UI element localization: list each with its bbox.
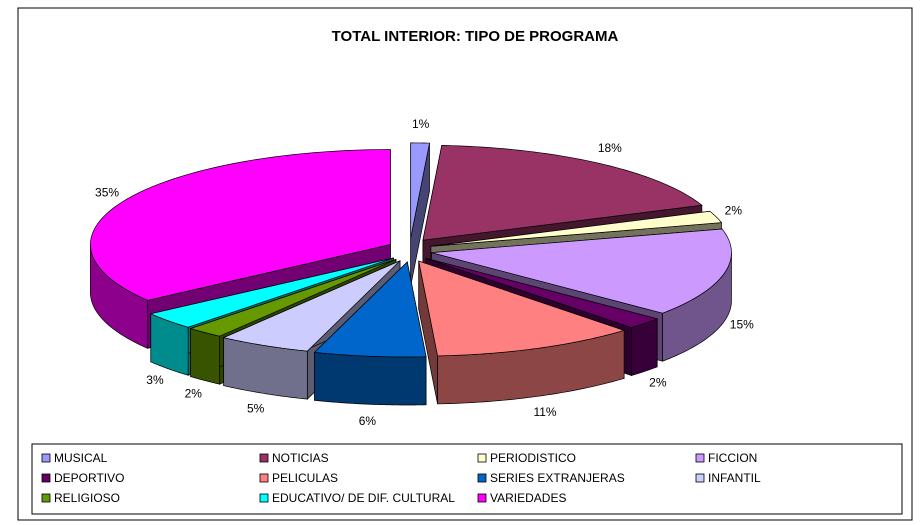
legend-swatch <box>259 453 269 463</box>
legend-swatch <box>41 473 51 483</box>
legend-label: PELICULAS <box>272 471 338 485</box>
legend-box <box>31 443 903 515</box>
legend-swatch <box>695 473 705 483</box>
data-label: 6% <box>359 414 377 428</box>
slice-wall <box>631 318 658 377</box>
legend-label: DEPORTIVO <box>54 471 124 485</box>
chart-title: TOTAL INTERIOR: TIPO DE PROGRAMA <box>332 28 619 45</box>
slice <box>430 210 723 247</box>
slice <box>431 228 732 314</box>
slice <box>189 258 397 337</box>
slice <box>422 145 703 241</box>
data-label: 5% <box>247 402 265 416</box>
data-label: 15% <box>730 317 754 331</box>
slice-wall <box>190 328 220 385</box>
legend: MUSICAL NOTICIAS PERIODISTICO FICCION DEPORT… <box>31 443 903 515</box>
legend-swatch <box>695 453 705 463</box>
slice <box>222 260 401 352</box>
legend-label: EDUCATIVO/ DE DIF. CULTURAL <box>272 491 455 505</box>
data-label: 35% <box>95 185 119 199</box>
data-label: 2% <box>725 204 743 218</box>
legend-label: PERIODISTICO <box>490 451 576 465</box>
legend-label: RELIGIOSO <box>54 491 120 505</box>
slice <box>418 260 626 357</box>
data-label: 1% <box>412 117 430 131</box>
data-label: 11% <box>533 405 556 419</box>
data-label: 2% <box>649 376 667 390</box>
slice <box>410 142 430 238</box>
legend-swatch <box>259 493 269 503</box>
data-label: 3% <box>146 373 164 387</box>
legend-label: INFANTIL <box>708 471 761 485</box>
legend-label: SERIES EXTRANJERAS <box>490 471 625 485</box>
slice-wall <box>314 351 427 406</box>
slice <box>149 257 394 328</box>
legend-label: VARIEDADES <box>490 491 566 505</box>
legend-swatch <box>477 453 487 463</box>
slice <box>90 149 391 301</box>
legend-label: FICCION <box>708 451 757 465</box>
legend-swatch <box>41 453 51 463</box>
legend-swatch <box>41 493 51 503</box>
legend-swatch <box>477 493 487 503</box>
slice <box>313 261 427 358</box>
legend-label: MUSICAL <box>54 451 108 465</box>
data-label: 18% <box>598 141 622 155</box>
slice <box>425 257 659 328</box>
pie: 1% 18% 2% 15% 2% 11% 6% 5% 2% 3% 35% <box>90 117 754 428</box>
data-label: 2% <box>185 386 203 400</box>
legend-swatch <box>259 473 269 483</box>
legend-label: NOTICIAS <box>272 451 329 465</box>
legend-swatch <box>477 473 487 483</box>
